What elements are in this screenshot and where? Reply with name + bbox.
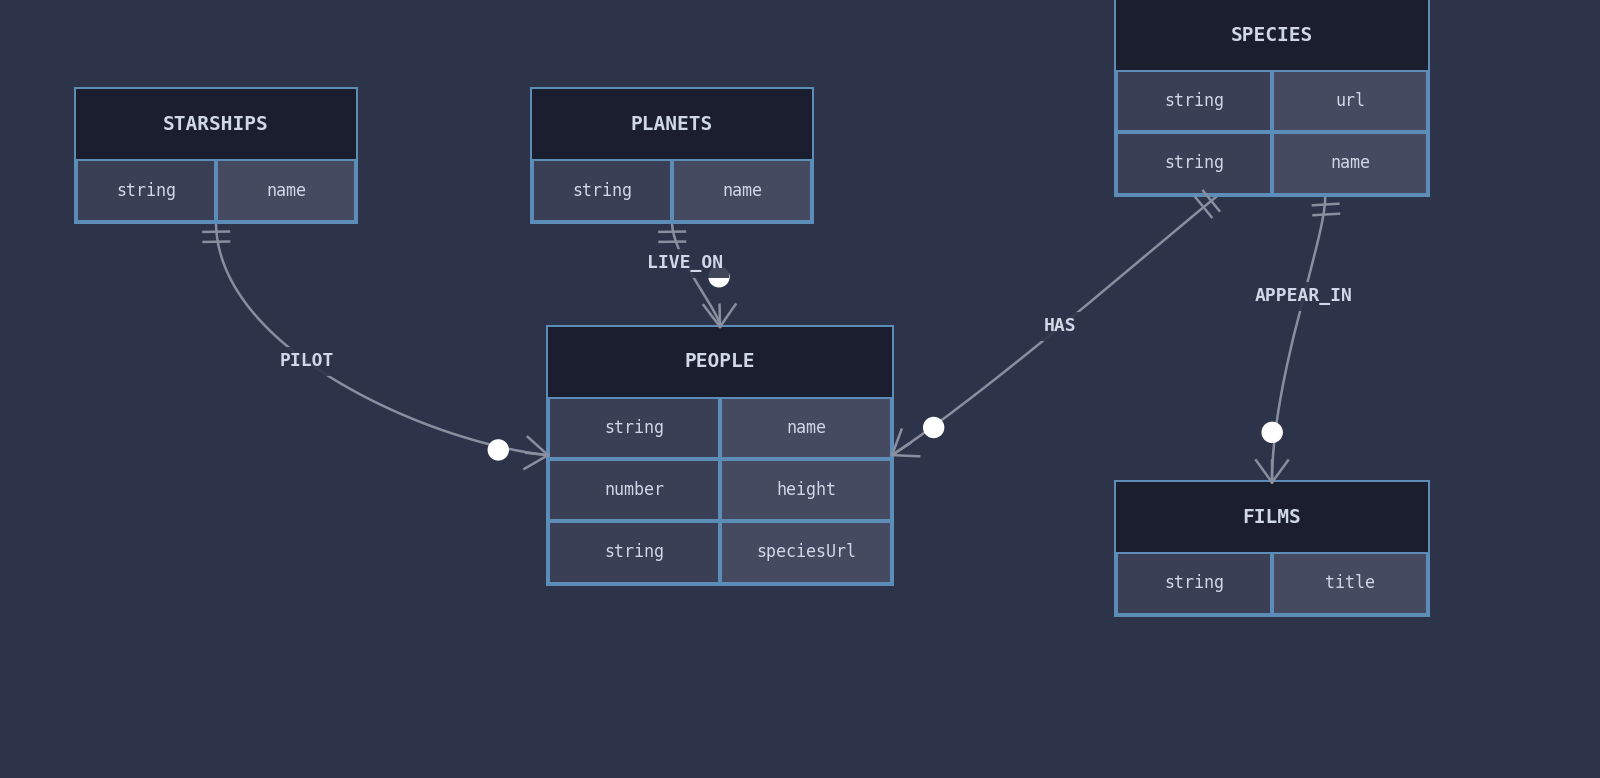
Bar <box>530 87 814 224</box>
Bar <box>722 399 890 457</box>
Bar <box>1114 480 1430 617</box>
Bar <box>674 162 810 219</box>
Text: string: string <box>115 181 176 200</box>
Bar <box>74 87 358 224</box>
Text: string: string <box>605 419 664 437</box>
Text: PILOT: PILOT <box>280 352 334 370</box>
Text: APPEAR_IN: APPEAR_IN <box>1254 287 1352 306</box>
Bar <box>218 162 354 219</box>
Bar <box>547 327 893 397</box>
Bar <box>1274 135 1426 192</box>
Text: name: name <box>786 419 826 437</box>
Text: STARSHIPS: STARSHIPS <box>163 115 269 134</box>
Text: LIVE_ON: LIVE_ON <box>648 254 723 272</box>
Circle shape <box>1262 422 1282 443</box>
Bar <box>550 399 718 457</box>
Bar <box>550 524 718 581</box>
Bar <box>546 324 894 586</box>
Bar <box>550 461 718 519</box>
Text: name: name <box>722 181 762 200</box>
Text: string: string <box>573 181 632 200</box>
Bar <box>722 461 890 519</box>
Circle shape <box>923 418 944 437</box>
Bar <box>77 89 355 159</box>
Bar <box>531 89 813 159</box>
Text: name: name <box>1330 154 1370 173</box>
Bar <box>1118 135 1270 192</box>
Text: name: name <box>266 181 306 200</box>
Bar <box>1274 72 1426 130</box>
Bar <box>78 162 214 219</box>
Text: string: string <box>1165 154 1224 173</box>
Bar <box>1114 0 1430 197</box>
Bar <box>1274 555 1426 612</box>
Text: HAS: HAS <box>1045 317 1077 335</box>
Text: PLANETS: PLANETS <box>630 115 714 134</box>
Text: url: url <box>1334 92 1365 110</box>
Text: number: number <box>605 481 664 499</box>
Bar <box>534 162 670 219</box>
Text: speciesUrl: speciesUrl <box>757 543 856 562</box>
Text: FILMS: FILMS <box>1243 508 1301 527</box>
Bar <box>1117 0 1429 70</box>
Text: title: title <box>1325 574 1374 593</box>
Text: string: string <box>1165 92 1224 110</box>
Text: height: height <box>776 481 835 499</box>
Text: string: string <box>1165 574 1224 593</box>
Text: PEOPLE: PEOPLE <box>685 352 755 371</box>
Bar <box>1118 72 1270 130</box>
Bar <box>1117 482 1429 552</box>
Circle shape <box>709 267 730 287</box>
Bar <box>722 524 890 581</box>
Circle shape <box>488 440 509 460</box>
Text: string: string <box>605 543 664 562</box>
Text: SPECIES: SPECIES <box>1230 26 1314 44</box>
Bar <box>1118 555 1270 612</box>
